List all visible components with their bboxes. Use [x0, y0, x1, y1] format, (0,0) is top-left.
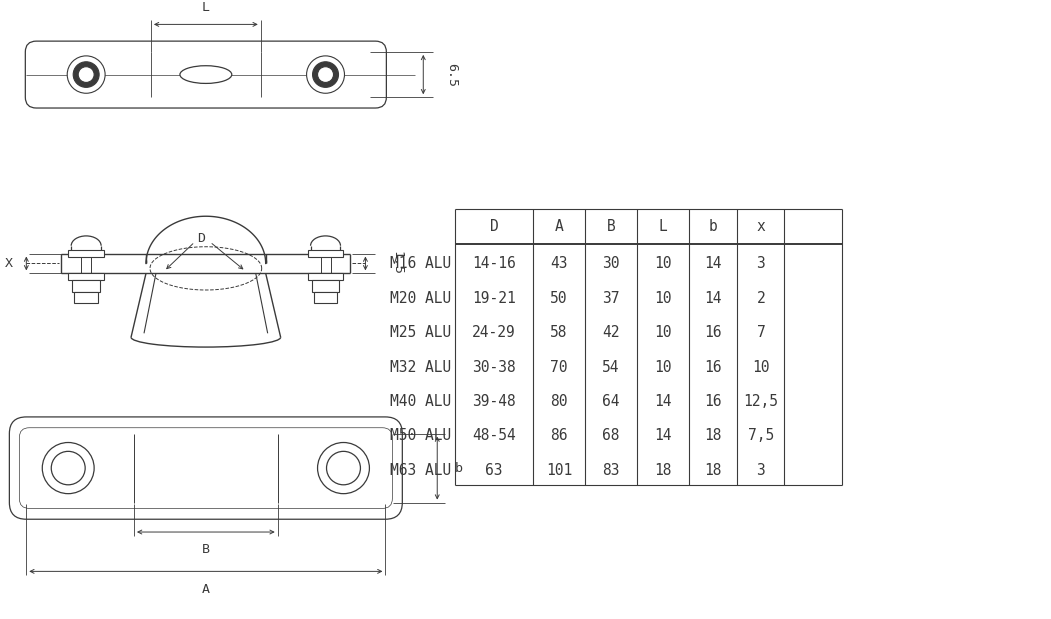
Text: 3: 3 [757, 463, 765, 478]
Ellipse shape [180, 66, 232, 84]
Text: 83: 83 [602, 463, 619, 478]
Text: 7: 7 [757, 325, 765, 340]
Text: 14: 14 [654, 394, 672, 409]
Text: 30: 30 [602, 256, 619, 271]
Text: M63 ALU: M63 ALU [390, 463, 451, 478]
Text: 48-54: 48-54 [472, 428, 516, 443]
Text: 80: 80 [550, 394, 568, 409]
Circle shape [67, 56, 105, 93]
Text: 10: 10 [654, 325, 672, 340]
Text: 39-48: 39-48 [472, 394, 516, 409]
Text: 58: 58 [550, 325, 568, 340]
Circle shape [307, 56, 345, 93]
Text: 101: 101 [545, 463, 572, 478]
Text: 18: 18 [654, 463, 672, 478]
Circle shape [51, 451, 85, 485]
Text: 16: 16 [704, 360, 722, 374]
Text: B: B [606, 219, 615, 234]
Text: M20 ALU: M20 ALU [390, 291, 451, 306]
Text: 63: 63 [486, 463, 502, 478]
Text: A: A [555, 219, 563, 234]
FancyBboxPatch shape [25, 41, 387, 108]
Text: 43: 43 [550, 256, 568, 271]
Text: b: b [455, 462, 463, 475]
Text: 7,5: 7,5 [747, 428, 774, 443]
Text: 86: 86 [550, 428, 568, 443]
Text: D: D [197, 232, 205, 245]
Text: D: D [490, 219, 498, 234]
Text: 68: 68 [602, 428, 619, 443]
FancyBboxPatch shape [313, 292, 337, 303]
Text: 16: 16 [704, 394, 722, 409]
Text: 37: 37 [602, 291, 619, 306]
Circle shape [317, 67, 333, 82]
Text: 10: 10 [753, 360, 769, 374]
FancyBboxPatch shape [68, 274, 104, 280]
Text: 1.5: 1.5 [391, 251, 404, 275]
Text: 3: 3 [757, 256, 765, 271]
Text: 24-29: 24-29 [472, 325, 516, 340]
Text: 14: 14 [654, 428, 672, 443]
Text: 18: 18 [704, 463, 722, 478]
Text: 42: 42 [602, 325, 619, 340]
Text: M50 ALU: M50 ALU [390, 428, 451, 443]
Text: 6.5: 6.5 [445, 63, 457, 87]
Text: L: L [202, 1, 210, 14]
Circle shape [312, 62, 338, 87]
Text: b: b [708, 219, 718, 234]
Text: L: L [658, 219, 667, 234]
Circle shape [74, 62, 99, 87]
Text: 10: 10 [654, 360, 672, 374]
FancyBboxPatch shape [9, 417, 403, 519]
Circle shape [317, 443, 369, 494]
Text: 19-21: 19-21 [472, 291, 516, 306]
Text: M32 ALU: M32 ALU [390, 360, 451, 374]
Text: M40 ALU: M40 ALU [390, 394, 451, 409]
FancyBboxPatch shape [311, 280, 339, 292]
FancyBboxPatch shape [19, 428, 392, 508]
Text: M25 ALU: M25 ALU [390, 325, 451, 340]
Text: A: A [202, 582, 210, 595]
Text: 70: 70 [550, 360, 568, 374]
Text: x: x [757, 219, 765, 234]
Text: 2: 2 [757, 291, 765, 306]
Text: 16: 16 [704, 325, 722, 340]
Text: M16 ALU: M16 ALU [390, 256, 451, 271]
Text: 12,5: 12,5 [743, 394, 779, 409]
Text: 54: 54 [602, 360, 619, 374]
Circle shape [42, 443, 95, 494]
FancyBboxPatch shape [73, 280, 100, 292]
FancyBboxPatch shape [308, 249, 344, 256]
Text: 64: 64 [602, 394, 619, 409]
Circle shape [78, 67, 95, 82]
Text: 30-38: 30-38 [472, 360, 516, 374]
FancyBboxPatch shape [68, 249, 104, 256]
Circle shape [327, 451, 360, 485]
Text: 18: 18 [704, 428, 722, 443]
Text: 10: 10 [654, 291, 672, 306]
Text: B: B [202, 543, 210, 556]
Text: 14: 14 [704, 291, 722, 306]
Text: 10: 10 [654, 256, 672, 271]
Text: 50: 50 [550, 291, 568, 306]
Text: 14: 14 [704, 256, 722, 271]
Text: 14-16: 14-16 [472, 256, 516, 271]
Text: X: X [5, 257, 14, 270]
FancyBboxPatch shape [75, 292, 98, 303]
FancyBboxPatch shape [308, 274, 344, 280]
